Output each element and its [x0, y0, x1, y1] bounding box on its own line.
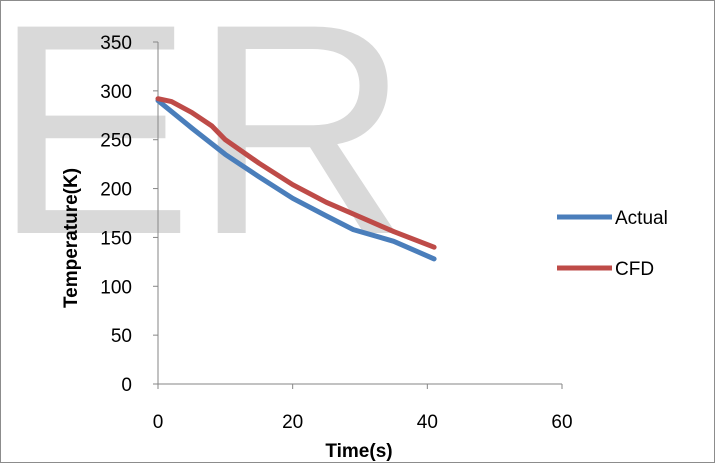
series-line-actual: [155, 98, 437, 262]
y-tick-label: 350: [100, 33, 132, 54]
y-tick-label: 100: [100, 277, 132, 298]
x-axis-title: Time(s): [325, 441, 392, 462]
y-tick-label: 150: [100, 228, 132, 249]
tick-labels: 0 50 100 150 200 250 300 350 0 20 40 60: [100, 33, 572, 433]
x-tick-label: 40: [417, 412, 438, 433]
legend: Actual CFD: [557, 208, 668, 280]
series-lines: [155, 96, 437, 262]
x-tick-label: 60: [551, 412, 572, 433]
y-tick-label: 50: [111, 326, 132, 347]
y-axis-title: Temperature(K): [61, 168, 82, 308]
y-tick-label: 200: [100, 180, 132, 201]
series-line-cfd: [155, 96, 437, 250]
x-tick-label: 20: [282, 412, 303, 433]
x-tick-label: 0: [153, 412, 164, 433]
legend-label-cfd: CFD: [615, 259, 654, 280]
watermark: ER: [1, 1, 410, 297]
legend-label-actual: Actual: [615, 208, 668, 229]
y-tick-label: 300: [100, 82, 132, 103]
y-tick-label: 0: [121, 375, 132, 396]
y-tick-label: 250: [100, 131, 132, 152]
